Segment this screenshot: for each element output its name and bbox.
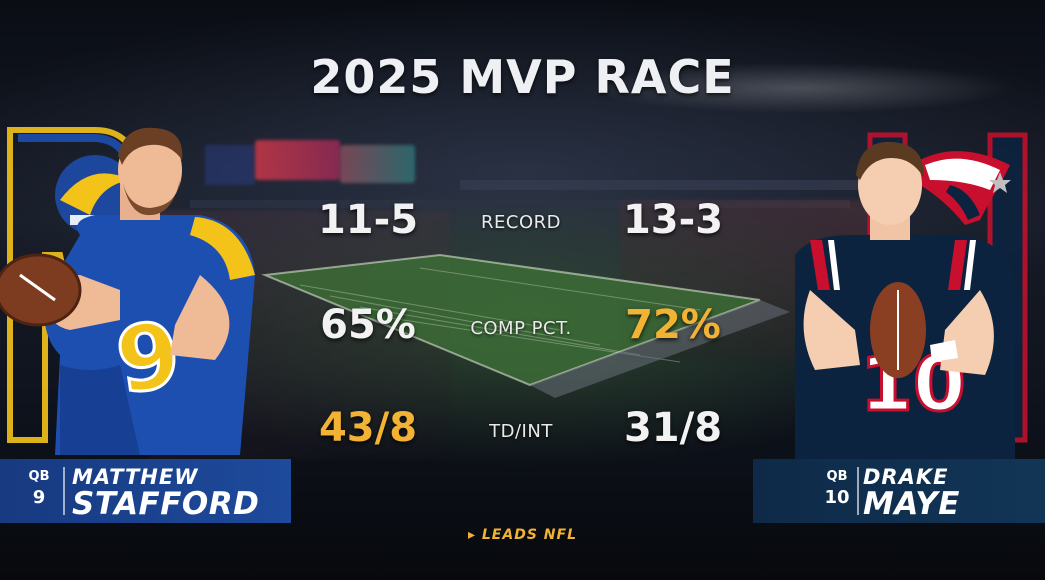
maye-name-plate: QB 10 DRAKE MAYE [753, 459, 1045, 523]
maye-position: QB [826, 469, 848, 484]
maye-illustration: 10 [795, 141, 1015, 460]
stafford-record: 11-5 [317, 197, 419, 243]
leads-nfl-text: LEADS NFL [481, 527, 577, 543]
stafford-td-int: 43/8 [318, 405, 418, 451]
plate-divider [63, 467, 65, 515]
stat-label-record: RECORD [481, 212, 561, 233]
maye-td-int: 31/8 [623, 405, 723, 451]
page-title: 2025 MVP RACE [310, 50, 735, 104]
stat-label-td-int: TD/INT [489, 421, 553, 442]
stafford-name-plate: QB 9 MATTHEW STAFFORD [0, 459, 291, 523]
maye-comp-pct: 72% [625, 302, 721, 348]
maye-last-name: MAYE [863, 486, 960, 522]
svg-text:9: 9 [110, 302, 187, 415]
stadium-ribbon-board [460, 180, 860, 190]
maye-first-name: DRAKE [863, 465, 949, 489]
stadium-lights [430, 40, 1045, 120]
stafford-comp-pct: 65% [320, 302, 416, 348]
stadium-ribbon-board-lower [190, 200, 850, 208]
stafford-first-name: MATTHEW [72, 465, 199, 489]
stadium-video-board [255, 140, 340, 180]
stadium-scoreboard [205, 145, 255, 185]
leads-nfl-legend: ▸ LEADS NFL [0, 527, 1045, 543]
stadium-video-board-2 [340, 145, 415, 183]
play-triangle-icon: ▸ [467, 527, 477, 543]
stafford-number: 9 [32, 487, 46, 508]
stafford-illustration: 9 [0, 127, 255, 455]
stafford-last-name: STAFFORD [72, 486, 260, 522]
stafford-position: QB [28, 469, 50, 484]
maye-number: 10 [824, 487, 850, 508]
plate-divider [857, 467, 859, 515]
maye-record: 13-3 [622, 197, 724, 243]
stat-label-comp-pct: COMP PCT. [470, 318, 572, 339]
